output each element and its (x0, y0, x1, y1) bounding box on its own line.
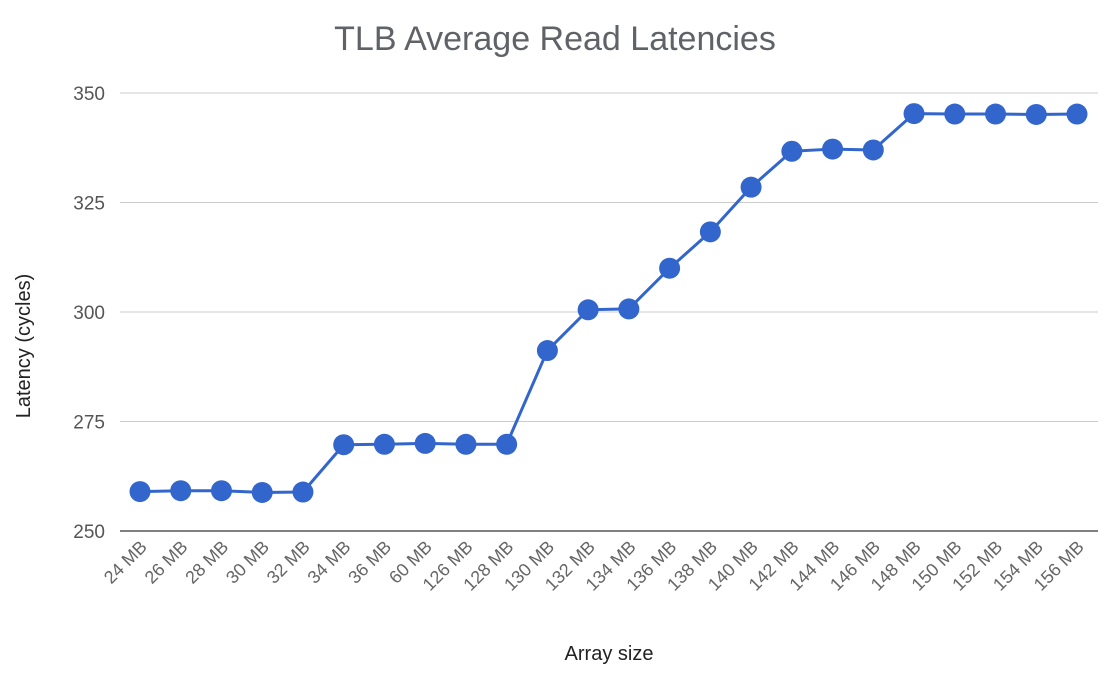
data-point (210, 480, 232, 502)
y-tick-label: 325 (73, 194, 105, 215)
data-point (618, 298, 640, 320)
data-point (496, 433, 518, 455)
data-point (1025, 103, 1047, 125)
data-point (1066, 103, 1088, 125)
y-tick-label: 350 (73, 84, 105, 105)
data-point (414, 432, 436, 454)
gridlines (120, 92, 1098, 532)
y-tick-label: 300 (73, 303, 105, 324)
y-tick-label: 250 (73, 522, 105, 543)
series-layer (129, 103, 1088, 503)
x-tick-label: 36 MB (344, 537, 395, 588)
y-axis-ticks: 250 275 300 325 350 (73, 84, 105, 543)
data-point (903, 103, 925, 125)
data-point (577, 299, 599, 321)
chart-title: TLB Average Read Latencies (334, 20, 776, 58)
data-point (251, 481, 273, 503)
x-tick-label: 30 MB (222, 537, 273, 588)
data-point (373, 433, 395, 455)
x-tick-label: 34 MB (304, 537, 355, 588)
data-point (129, 481, 151, 503)
data-point (455, 433, 477, 455)
data-point (536, 340, 558, 362)
y-tick-label: 275 (73, 413, 105, 434)
data-point (740, 176, 762, 198)
data-point (944, 103, 966, 125)
data-point (333, 434, 355, 456)
data-point (292, 481, 314, 503)
x-tick-label: 24 MB (100, 537, 151, 588)
x-axis-title: Array size (565, 643, 654, 665)
data-point (699, 221, 721, 243)
data-point (822, 138, 844, 160)
x-tick-label: 28 MB (181, 537, 232, 588)
data-point (985, 103, 1007, 125)
y-axis-title: Latency (cycles) (13, 274, 35, 419)
data-point (659, 257, 681, 279)
data-point (862, 139, 884, 161)
data-point (781, 140, 803, 162)
x-tick-label: 26 MB (141, 537, 192, 588)
x-tick-label: 32 MB (263, 537, 314, 588)
data-point (170, 480, 192, 502)
series-line (139, 112, 1078, 494)
